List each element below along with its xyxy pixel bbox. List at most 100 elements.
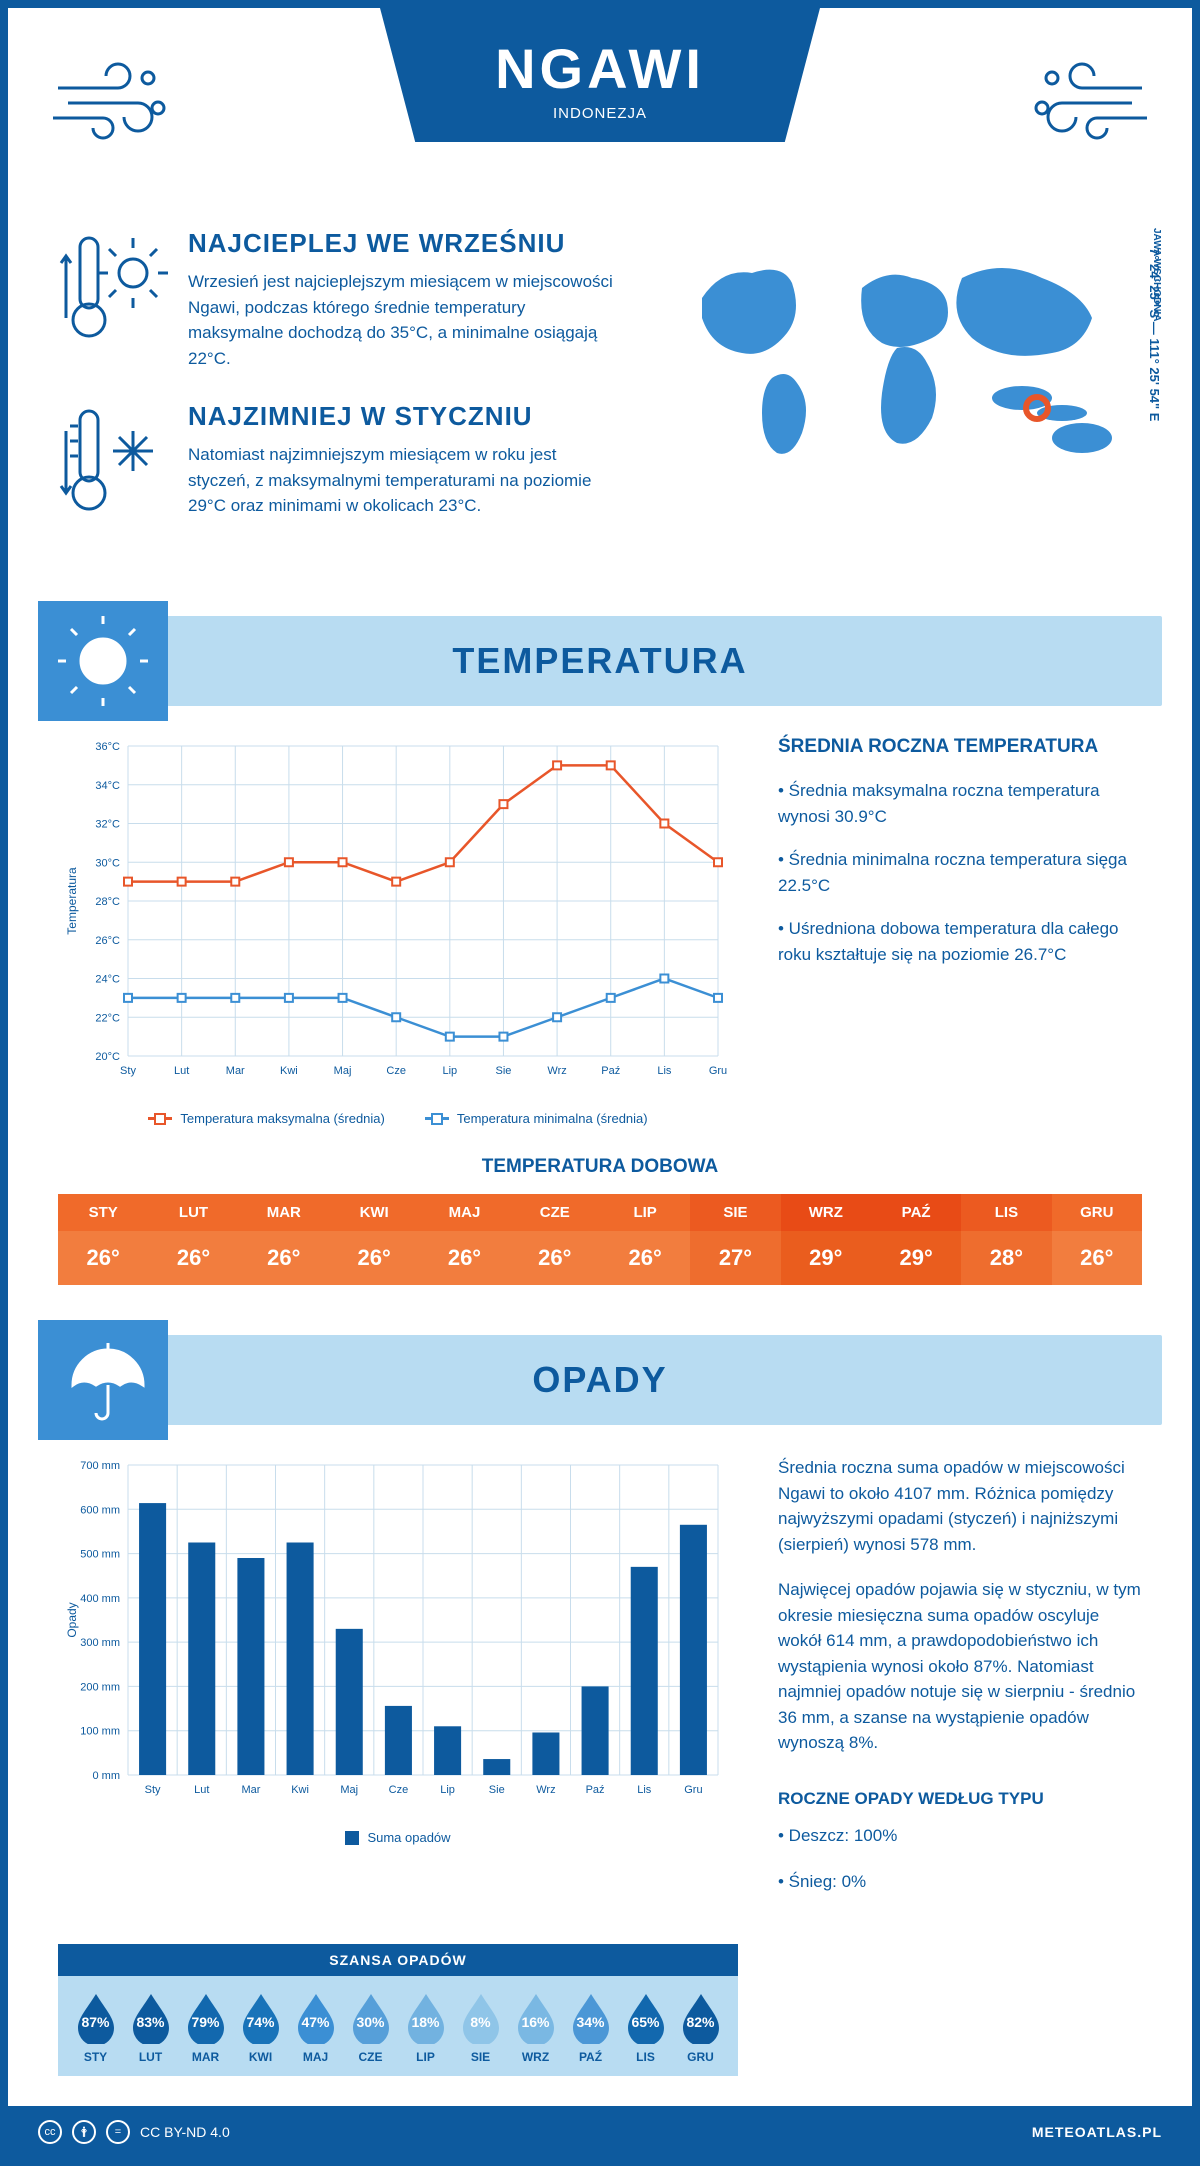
warmest-text: Wrzesień jest najcieplejszym miesiącem w…	[188, 269, 622, 371]
drop-icon: 16%	[514, 1992, 558, 2044]
temp-table-value: 26°	[58, 1231, 148, 1285]
chance-month: SIE	[453, 2050, 508, 2064]
chance-month: GRU	[673, 2050, 728, 2064]
temp-table-month: LUT	[148, 1194, 238, 1231]
drop-icon: 65%	[624, 1992, 668, 2044]
daily-temperature: TEMPERATURA DOBOWA STY 26° LUT 26° MAR 2…	[8, 1156, 1192, 1315]
chance-col: 18% LIP	[398, 1992, 453, 2064]
svg-text:34°C: 34°C	[95, 780, 120, 792]
coldest-text: Natomiast najzimniejszym miesiącem w rok…	[188, 442, 622, 519]
svg-text:Lut: Lut	[174, 1065, 189, 1077]
svg-text:26°C: 26°C	[95, 935, 120, 947]
chance-col: 34% PAŹ	[563, 1992, 618, 2064]
temp-table-value: 26°	[600, 1231, 690, 1285]
drop-icon: 82%	[679, 1992, 723, 2044]
svg-text:Wrz: Wrz	[536, 1784, 555, 1796]
temp-table-col: SIE 27°	[690, 1194, 780, 1285]
svg-text:200 mm: 200 mm	[80, 1681, 120, 1693]
chance-value: 8%	[470, 2014, 490, 2030]
svg-text:Gru: Gru	[684, 1784, 702, 1796]
temperature-info: ŚREDNIA ROCZNA TEMPERATURA • Średnia mak…	[778, 736, 1142, 1126]
coords-label: 7° 24' 25" S — 111° 25' 54" E	[1147, 248, 1162, 421]
temp-table-col: LIS 28°	[961, 1194, 1051, 1285]
svg-text:Sie: Sie	[489, 1784, 505, 1796]
coldest-block: NAJZIMNIEJ W STYCZNIU Natomiast najzimni…	[58, 401, 622, 526]
precip-title: OPADY	[532, 1359, 667, 1401]
temperature-title: TEMPERATURA	[452, 640, 747, 682]
svg-text:Mar: Mar	[241, 1784, 260, 1796]
temp-table-value: 26°	[1052, 1231, 1142, 1285]
chance-month: LIS	[618, 2050, 673, 2064]
wind-icon-left	[48, 48, 188, 153]
temp-table-value: 27°	[690, 1231, 780, 1285]
temp-table-col: GRU 26°	[1052, 1194, 1142, 1285]
chance-value: 16%	[521, 2014, 549, 2030]
intro-section: NAJCIEPLEJ WE WRZEŚNIU Wrzesień jest naj…	[8, 208, 1192, 596]
temp-table-value: 26°	[148, 1231, 238, 1285]
chance-value: 83%	[136, 2014, 164, 2030]
temp-table-value: 29°	[781, 1231, 871, 1285]
svg-text:36°C: 36°C	[95, 741, 120, 753]
temp-table-value: 26°	[239, 1231, 329, 1285]
site-name: METEOATLAS.PL	[1032, 2124, 1162, 2140]
chance-value: 87%	[81, 2014, 109, 2030]
cc-icon: cc	[38, 2120, 62, 2144]
thermometer-snow-icon	[58, 401, 168, 526]
legend-max: Temperatura maksymalna (średnia)	[180, 1111, 384, 1126]
temp-table-value: 26°	[510, 1231, 600, 1285]
svg-text:Cze: Cze	[389, 1784, 409, 1796]
umbrella-icon	[38, 1320, 168, 1440]
temp-table-col: LIP 26°	[600, 1194, 690, 1285]
daily-temp-title: TEMPERATURA DOBOWA	[58, 1156, 1142, 1178]
svg-text:Wrz: Wrz	[547, 1065, 566, 1077]
svg-text:Kwi: Kwi	[291, 1784, 309, 1796]
svg-text:28°C: 28°C	[95, 896, 120, 908]
drop-icon: 18%	[404, 1992, 448, 2044]
precip-type-point: • Śnieg: 0%	[778, 1869, 1142, 1895]
wind-icon-right	[1012, 48, 1152, 153]
thermometer-sun-icon	[58, 228, 168, 371]
city-title: NGAWI	[400, 36, 800, 101]
precip-type-point: • Deszcz: 100%	[778, 1823, 1142, 1849]
svg-text:24°C: 24°C	[95, 974, 120, 986]
svg-text:Lip: Lip	[440, 1784, 455, 1796]
svg-text:Sie: Sie	[496, 1065, 512, 1077]
warmest-title: NAJCIEPLEJ WE WRZEŚNIU	[188, 228, 622, 259]
chance-month: MAJ	[288, 2050, 343, 2064]
temp-info-point: • Średnia minimalna roczna temperatura s…	[778, 847, 1142, 898]
chance-month: KWI	[233, 2050, 288, 2064]
chance-value: 79%	[191, 2014, 219, 2030]
chance-col: 79% MAR	[178, 1992, 233, 2064]
footer: cc 🛉 = CC BY-ND 4.0 METEOATLAS.PL	[8, 2106, 1192, 2158]
svg-text:300 mm: 300 mm	[80, 1637, 120, 1649]
temp-table-col: MAJ 26°	[419, 1194, 509, 1285]
svg-text:Paź: Paź	[601, 1065, 620, 1077]
precip-chance-box: SZANSA OPADÓW 87% STY 83% LUT 79% MAR 74…	[58, 1944, 738, 2076]
svg-text:600 mm: 600 mm	[80, 1504, 120, 1516]
svg-text:Lut: Lut	[194, 1784, 209, 1796]
chance-col: 87% STY	[68, 1992, 123, 2064]
drop-icon: 74%	[239, 1992, 283, 2044]
chance-col: 83% LUT	[123, 1992, 178, 2064]
temp-table-value: 26°	[419, 1231, 509, 1285]
svg-text:Maj: Maj	[334, 1065, 352, 1077]
temperature-chart: 20°C22°C24°C26°C28°C30°C32°C34°C36°CStyL…	[58, 736, 738, 1126]
temp-table-col: CZE 26°	[510, 1194, 600, 1285]
temp-table-col: WRZ 29°	[781, 1194, 871, 1285]
precip-chart: 0 mm100 mm200 mm300 mm400 mm500 mm600 mm…	[58, 1455, 738, 1914]
svg-text:100 mm: 100 mm	[80, 1726, 120, 1738]
chance-month: MAR	[178, 2050, 233, 2064]
svg-text:Lip: Lip	[442, 1065, 457, 1077]
svg-text:Lis: Lis	[637, 1784, 652, 1796]
chance-value: 82%	[686, 2014, 714, 2030]
header: NGAWI INDONEZJA	[8, 8, 1192, 208]
legend-precip: Suma opadów	[367, 1830, 450, 1845]
drop-icon: 79%	[184, 1992, 228, 2044]
svg-text:Paź: Paź	[586, 1784, 605, 1796]
svg-text:400 mm: 400 mm	[80, 1593, 120, 1605]
svg-text:Maj: Maj	[340, 1784, 358, 1796]
chance-month: CZE	[343, 2050, 398, 2064]
svg-text:Mar: Mar	[226, 1065, 245, 1077]
temp-table-month: GRU	[1052, 1194, 1142, 1231]
chance-col: 82% GRU	[673, 1992, 728, 2064]
